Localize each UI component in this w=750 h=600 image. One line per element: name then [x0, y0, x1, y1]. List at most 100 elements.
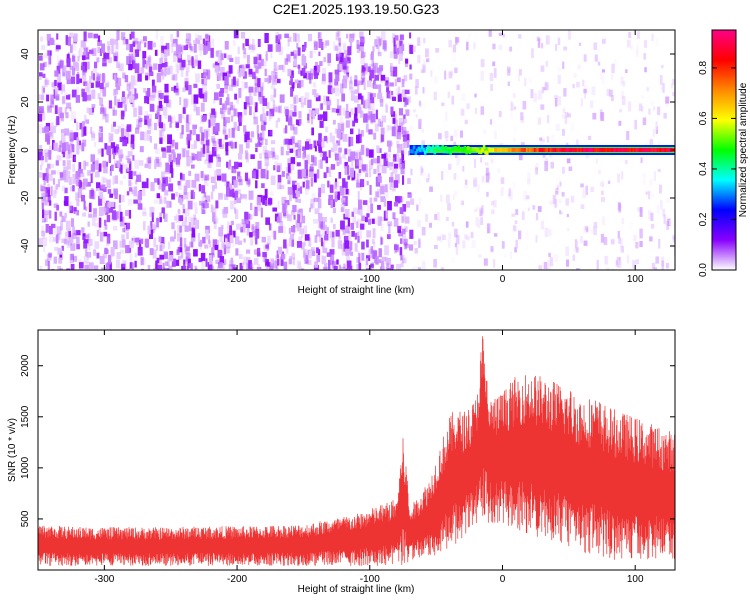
heatmap-cell	[241, 219, 245, 224]
snr-x-label: Height of straight line (km)	[298, 584, 415, 595]
heatmap-cell	[83, 114, 87, 122]
heatmap-cell	[142, 51, 147, 59]
heatmap-cell	[595, 158, 598, 164]
heatmap-cell	[193, 94, 199, 104]
heatmap-cell	[354, 152, 358, 160]
heatmap-cell	[518, 230, 522, 240]
heatmap-cell	[402, 234, 407, 244]
carrier-cell	[513, 148, 516, 152]
heatmap-cell	[518, 239, 521, 245]
heatmap-cell	[285, 244, 289, 254]
carrier-cell	[548, 148, 551, 152]
heatmap-cell	[234, 80, 239, 87]
heatmap-cell	[277, 65, 281, 71]
heatmap-cell	[611, 73, 614, 80]
heatmap-cell	[99, 48, 102, 56]
heatmap-cell	[198, 239, 203, 247]
heatmap-cell	[146, 130, 151, 134]
heatmap-cell	[327, 62, 331, 67]
heatmap-cell	[201, 132, 205, 141]
heatmap-cell	[520, 112, 524, 121]
heatmap-cell	[286, 53, 291, 62]
heatmap-cell	[242, 71, 247, 79]
heatmap-cell	[344, 196, 348, 206]
heatmap-cell	[653, 106, 656, 111]
heatmap-cell	[190, 217, 194, 228]
heatmap-cell	[451, 257, 455, 263]
heatmap-cell	[389, 177, 394, 183]
heatmap-cell	[287, 40, 290, 47]
heatmap-cell	[540, 104, 545, 110]
heatmap-cell	[452, 52, 456, 62]
heatmap-cell	[182, 107, 186, 114]
heatmap-cell	[226, 221, 232, 230]
heatmap-cell	[262, 252, 267, 258]
heatmap-cell	[308, 237, 312, 247]
heatmap-cell	[386, 153, 391, 161]
heatmap-cell	[168, 65, 173, 75]
heatmap-cell	[407, 193, 412, 198]
heatmap-cell	[358, 262, 362, 270]
heatmap-cell	[291, 226, 296, 233]
heatmap-cell	[524, 77, 527, 87]
heatmap-cell	[356, 149, 361, 160]
heatmap-cell	[387, 201, 392, 211]
heatmap-cell	[291, 137, 295, 144]
heatmap-cell	[272, 80, 277, 85]
heatmap-cell	[663, 112, 667, 119]
heatmap-cell	[309, 250, 312, 258]
heatmap-cell	[317, 249, 321, 255]
heatmap-cell	[228, 159, 232, 167]
heatmap-cell	[291, 210, 296, 216]
heatmap-cell	[296, 43, 299, 49]
heatmap-cell	[316, 140, 320, 146]
heatmap-cell	[73, 207, 77, 212]
heatmap-cell	[105, 161, 108, 167]
heatmap-cell	[251, 230, 257, 237]
heatmap-cell	[225, 246, 230, 254]
heatmap-cell	[346, 255, 350, 261]
heatmap-cell	[219, 97, 222, 105]
heatmap-cell	[99, 255, 105, 264]
carrier-cell	[419, 148, 422, 153]
heatmap-cell	[145, 60, 148, 69]
heatmap-cell	[125, 40, 129, 45]
heatmap-cell	[361, 241, 365, 250]
heatmap-cell	[183, 238, 187, 248]
heatmap-cell	[562, 129, 565, 136]
heatmap-cell	[656, 204, 660, 214]
heatmap-cell	[499, 143, 504, 147]
heatmap-cell	[333, 185, 339, 196]
heatmap-cell	[417, 55, 421, 64]
heatmap-cell	[178, 215, 184, 221]
heatmap-cell	[354, 233, 357, 240]
carrier-cell	[605, 148, 609, 152]
heatmap-cell	[386, 90, 391, 99]
heatmap-cell	[118, 149, 123, 155]
heatmap-cell	[290, 70, 294, 78]
heatmap-cell	[445, 168, 449, 175]
heatmap-cell	[177, 224, 182, 235]
heatmap-cell	[38, 151, 43, 161]
heatmap-cell	[621, 91, 624, 99]
heatmap-cell	[273, 88, 277, 98]
heatmap-cell	[397, 125, 401, 133]
heatmap-cell	[232, 40, 236, 47]
carrier-cell	[484, 150, 487, 155]
heatmap-cell	[191, 63, 195, 69]
heatmap-cell	[429, 222, 432, 228]
heatmap-cell	[521, 211, 525, 220]
heatmap-cell	[267, 198, 273, 205]
heatmap-cell	[377, 205, 381, 210]
heatmap-cell	[313, 110, 316, 117]
heatmap-cell	[665, 96, 670, 104]
heatmap-cell	[582, 189, 587, 199]
heatmap-cell	[576, 268, 580, 270]
heatmap-cell	[49, 235, 54, 243]
heatmap-cell	[362, 67, 366, 72]
heatmap-cell	[365, 172, 369, 178]
heatmap-cell	[206, 128, 210, 137]
heatmap-cell	[410, 168, 413, 176]
heatmap-cell	[504, 254, 507, 258]
heatmap-cell	[162, 176, 167, 184]
